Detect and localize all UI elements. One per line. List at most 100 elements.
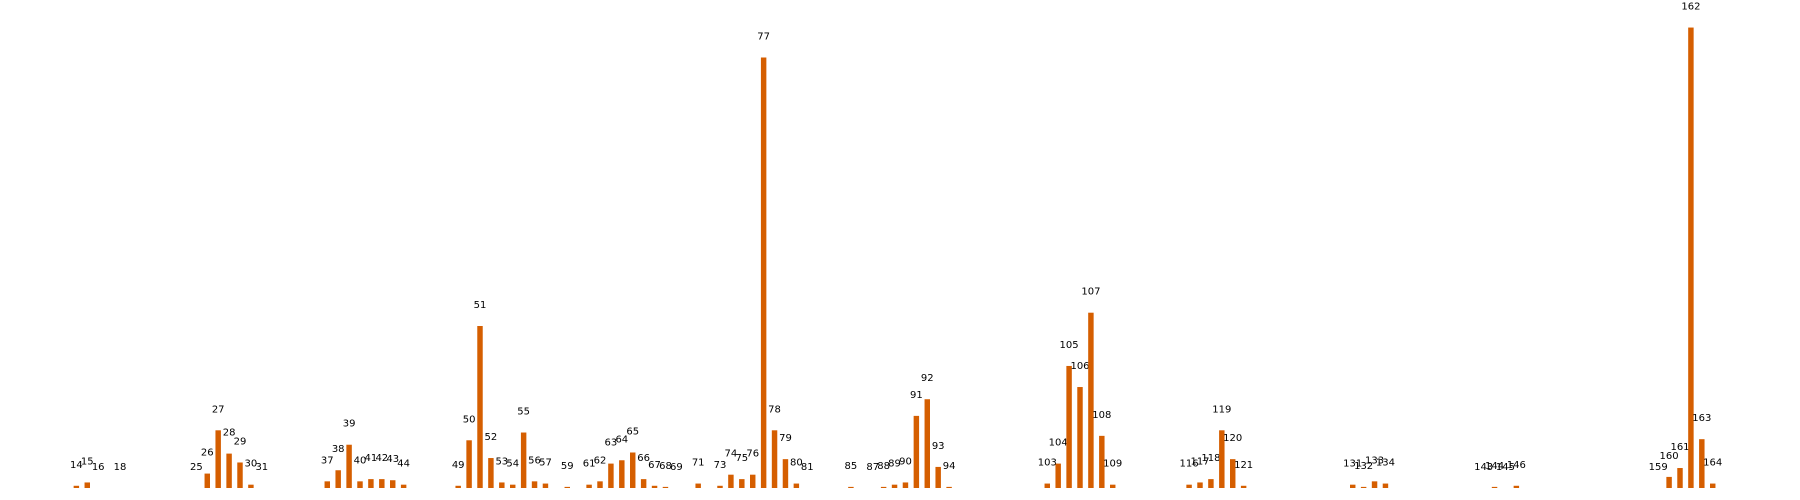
bar-label: 134 — [1376, 458, 1395, 469]
bar — [1677, 468, 1683, 488]
bar-label: 73 — [714, 460, 727, 471]
bar-label: 37 — [321, 455, 334, 466]
bar — [488, 458, 494, 488]
bar — [717, 485, 723, 488]
bar-label: 53 — [495, 456, 508, 467]
bar-label: 29 — [234, 436, 247, 447]
bar — [346, 444, 352, 488]
bar-label: 41 — [365, 453, 378, 464]
bar — [891, 484, 898, 488]
bar — [848, 486, 854, 488]
bar-label: 51 — [474, 300, 487, 311]
bar — [84, 482, 90, 488]
bar-label: 85 — [845, 461, 858, 472]
bar — [531, 481, 538, 488]
bar-label: 160 — [1660, 451, 1679, 462]
bar-label: 71 — [692, 458, 705, 469]
bar-label: 31 — [255, 462, 268, 473]
bar — [335, 470, 341, 488]
bar-label: 61 — [583, 459, 596, 470]
bar-label: 40 — [354, 455, 367, 466]
bar-label: 30 — [245, 459, 258, 470]
bar-label: 108 — [1092, 410, 1111, 421]
bar — [1066, 365, 1072, 488]
bar-label: 68 — [659, 461, 672, 472]
bar-label: 15 — [81, 456, 94, 467]
bar-label: 109 — [1103, 459, 1122, 470]
bar — [695, 483, 701, 488]
bar — [542, 483, 549, 488]
bar — [1197, 482, 1203, 488]
bar-label: 88 — [877, 461, 890, 472]
bar — [477, 326, 483, 488]
bar — [510, 484, 516, 488]
bar-label: 90 — [899, 456, 912, 467]
bar-label: 78 — [768, 404, 781, 415]
bar — [466, 440, 472, 488]
bar — [586, 484, 592, 488]
bar-label: 161 — [1670, 442, 1689, 453]
bar — [728, 474, 734, 488]
bar-label: 87 — [866, 462, 879, 473]
bar-label: 163 — [1692, 413, 1711, 424]
bar-label: 56 — [528, 455, 541, 466]
bar-label: 94 — [943, 461, 956, 472]
bar-label: 119 — [1212, 404, 1231, 415]
bar-label: 62 — [594, 455, 607, 466]
bar-label: 26 — [201, 448, 214, 459]
bar-label: 80 — [790, 458, 803, 469]
bar-label: 18 — [114, 462, 127, 473]
bar — [739, 479, 745, 488]
bar-label: 44 — [397, 459, 410, 470]
bar-label: 14 — [70, 460, 83, 471]
bar-label: 107 — [1081, 287, 1100, 298]
bar-label: 81 — [801, 462, 814, 473]
bar-label: 93 — [932, 441, 945, 452]
bar — [619, 460, 625, 488]
bar — [390, 480, 396, 488]
bar — [1044, 483, 1050, 488]
bar — [248, 484, 254, 488]
bar-label: 76 — [746, 449, 759, 460]
bar-label: 25 — [190, 462, 203, 473]
bar — [1230, 459, 1236, 488]
bar-label: 132 — [1354, 461, 1373, 472]
bar — [368, 479, 374, 488]
bar-label: 159 — [1649, 462, 1668, 473]
bar — [946, 486, 952, 488]
bar-label: 66 — [637, 453, 650, 464]
bar-label: 50 — [463, 414, 476, 425]
bar-label: 54 — [506, 459, 519, 470]
bar — [226, 453, 232, 488]
bar-label: 74 — [725, 449, 738, 460]
bar — [1699, 439, 1705, 488]
bar-label: 103 — [1038, 458, 1057, 469]
bar — [1186, 484, 1192, 488]
bar — [1240, 485, 1247, 488]
bar-label: 104 — [1049, 438, 1068, 449]
bar-label: 63 — [605, 438, 618, 449]
bar-label: 75 — [735, 453, 748, 464]
bar — [73, 485, 80, 488]
bar-label: 146 — [1507, 460, 1526, 471]
bar-label: 133 — [1365, 455, 1384, 466]
bar — [640, 479, 647, 488]
bar-label: 77 — [757, 32, 770, 43]
bar — [782, 459, 789, 488]
bar — [771, 430, 778, 488]
bar — [1371, 481, 1378, 488]
bar — [1710, 483, 1716, 488]
bar — [1360, 486, 1367, 488]
bar-label: 59 — [561, 461, 574, 472]
bar-label: 116 — [1180, 459, 1199, 470]
bar — [793, 483, 800, 488]
bar-label: 118 — [1201, 453, 1220, 464]
bar-label: 117 — [1190, 456, 1209, 467]
bar-label: 120 — [1223, 433, 1242, 444]
bar-label: 27 — [212, 404, 225, 415]
bar — [1110, 484, 1116, 488]
bar-label: 42 — [375, 453, 388, 464]
bar — [630, 452, 636, 488]
bar — [651, 485, 658, 488]
bar-label: 92 — [921, 373, 934, 384]
